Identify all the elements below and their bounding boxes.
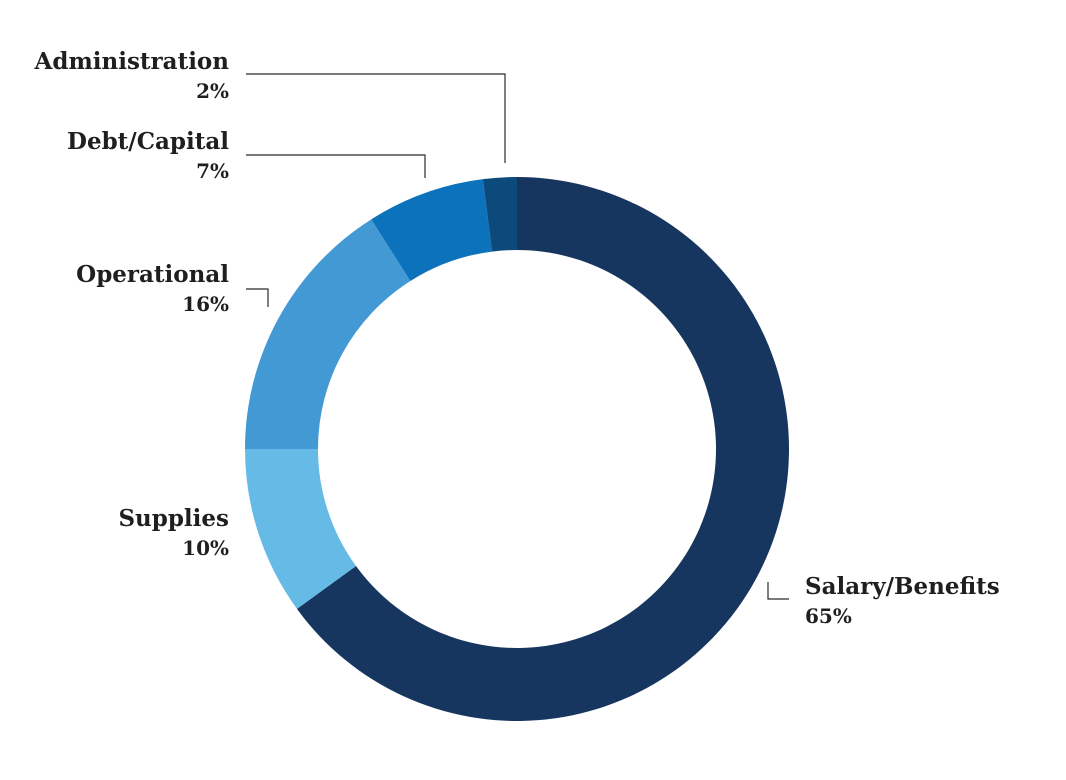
label-operational: Operational: [76, 261, 229, 288]
donut-slices: [245, 177, 790, 722]
value-label-operational: 16%: [182, 292, 229, 316]
leader-line-salary-benefits: [767, 582, 789, 600]
value-label-salary-benefits: 65%: [805, 604, 852, 628]
value-label-supplies: 10%: [182, 536, 229, 560]
slice-administration: [482, 177, 517, 252]
slice-debt-capital: [371, 179, 493, 281]
leader-line-administration: [246, 73, 506, 163]
label-debt-capital: Debt/Capital: [67, 128, 229, 155]
label-supplies: Supplies: [118, 505, 229, 532]
slice-operational: [245, 219, 411, 449]
label-salary-benefits: Salary/Benefits: [805, 573, 1000, 600]
slice-salary-benefits: [296, 177, 790, 722]
slice-supplies: [245, 449, 357, 609]
label-administration: Administration: [34, 48, 230, 75]
leader-lines: [246, 73, 789, 600]
slice-labels: Salary/Benefits 65% Supplies 10% Operational…: [34, 48, 1000, 628]
leader-line-operational: [246, 288, 269, 307]
value-label-administration: 2%: [196, 79, 229, 103]
leader-line-debt-capital: [246, 154, 426, 178]
value-label-debt-capital: 7%: [196, 159, 229, 183]
